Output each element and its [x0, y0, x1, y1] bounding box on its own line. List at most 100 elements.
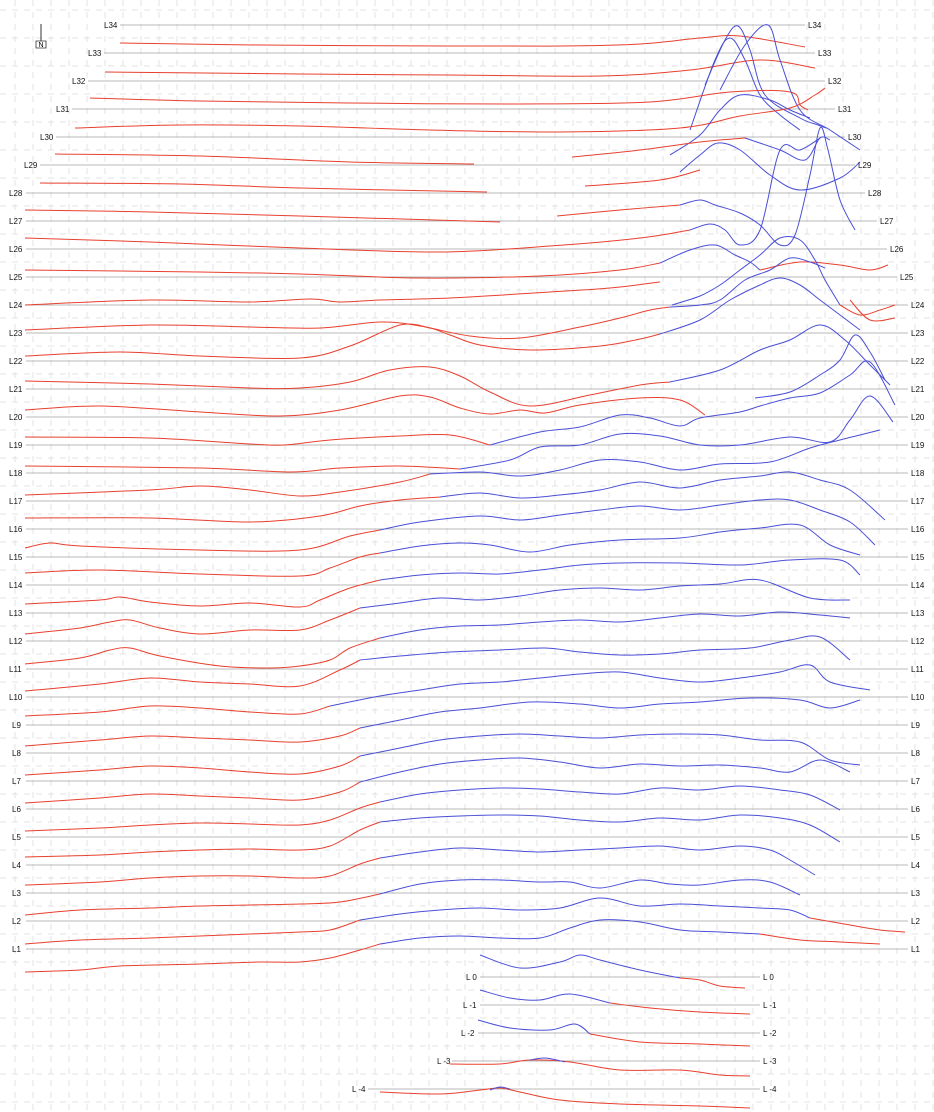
line-label-right: L34: [808, 21, 822, 30]
line-label-left: L21: [9, 385, 23, 394]
profile-L9-red: [24, 727, 361, 747]
profile-L1-red: [759, 933, 881, 945]
profile-L23-blue: [659, 277, 861, 335]
line-label-right: L23: [911, 329, 925, 338]
profile-L33-blue: [689, 37, 801, 131]
profile-L29-red: [39, 182, 488, 193]
profile-L7-blue: [359, 757, 851, 783]
line-label-right: L5: [911, 833, 920, 842]
baselines: [26, 24, 908, 1090]
line-label-left: L29: [24, 161, 38, 170]
line-label-left: L25: [9, 273, 23, 282]
line-label-left: L16: [9, 525, 23, 534]
line-label-right: L12: [911, 637, 925, 646]
profile-L4-red: [24, 857, 381, 886]
line-label-left: L6: [12, 805, 21, 814]
line-label-right: L26: [890, 245, 904, 254]
line-label-right: L27: [880, 217, 894, 226]
line-label-left: L13: [9, 609, 23, 618]
line-label-right: L -1: [763, 1001, 777, 1010]
profile-L22-red: [24, 366, 671, 407]
profile-L1-red: [24, 943, 381, 973]
profile-L25-red: [839, 304, 896, 316]
profile-L19-red: [24, 465, 461, 473]
line-label-left: L15: [9, 553, 23, 562]
line-label-right: L17: [911, 497, 925, 506]
line-label-left: L -2: [461, 1029, 475, 1038]
profile-L-3-blue: [529, 1057, 566, 1063]
line-label-left: L18: [9, 469, 23, 478]
profile-L15-red: [24, 552, 381, 577]
line-label-right: L16: [911, 525, 925, 534]
line-label-right: L8: [911, 749, 920, 758]
line-label-right: L1: [911, 945, 920, 954]
line-label-left: L14: [9, 581, 23, 590]
line-label-left: L12: [9, 637, 23, 646]
line-label-left: L -4: [352, 1085, 366, 1094]
profile-L16-blue: [379, 498, 876, 546]
profile-L8-red: [24, 755, 361, 776]
profile-L34-red: [119, 34, 806, 48]
profile-L14-blue: [379, 558, 861, 581]
line-label-left: L9: [12, 721, 21, 730]
profile-L6-red: [24, 801, 381, 832]
profile-L23-red: [24, 323, 661, 360]
line-label-right: L28: [868, 189, 882, 198]
line-label-right: L -2: [763, 1029, 777, 1038]
line-label-left: L17: [9, 497, 23, 506]
profile-L10-red: [24, 705, 331, 717]
profile-L29-red: [584, 169, 701, 187]
profile-L24-blue: [669, 257, 826, 308]
profile-L7-red: [24, 781, 361, 804]
profile-curves: [24, 24, 906, 1109]
line-label-right: L14: [911, 581, 925, 590]
line-label-left: L10: [9, 693, 23, 702]
line-label-left: L5: [12, 833, 21, 842]
profile-L26-red: [24, 262, 661, 279]
profile-L15-blue: [379, 523, 861, 556]
line-label-right: L2: [911, 917, 920, 926]
profile-L-3-red: [449, 1059, 751, 1077]
profile-L31-red: [74, 87, 826, 133]
profile-L3-blue: [379, 879, 801, 896]
north-arrow-icon: N: [35, 24, 47, 49]
line-label-right: L7: [911, 777, 920, 786]
profile-L-2-red: [589, 1033, 751, 1047]
profile-L24-red: [849, 299, 896, 322]
profile-L28-blue: [679, 126, 856, 247]
line-label-right: L15: [911, 553, 925, 562]
profile-L-1-red: [609, 1002, 751, 1015]
profile-L18-blue: [429, 429, 881, 477]
line-label-left: L11: [9, 665, 22, 674]
profile-L5-blue: [379, 814, 841, 843]
profile-L8-blue: [359, 733, 861, 766]
profile-L-4-blue: [489, 1086, 511, 1091]
line-label-right: L21: [911, 385, 925, 394]
profile-L-4-red: [379, 1087, 751, 1109]
line-label-left: L8: [12, 749, 21, 758]
profile-L5-red: [24, 821, 381, 858]
profile-L20-red: [24, 433, 491, 446]
profile-L26-red: [759, 261, 889, 271]
profile-L13-blue: [359, 578, 851, 609]
line-label-left: L31: [56, 105, 70, 114]
profile-L21-blue: [754, 334, 886, 399]
profile-L28-red: [556, 204, 681, 217]
profile-L29-blue: [679, 142, 861, 191]
profile-L11-blue: [359, 635, 851, 661]
line-label-left: L7: [12, 777, 21, 786]
line-label-right: L13: [911, 609, 925, 618]
line-label-left: L32: [72, 77, 86, 86]
profile-L4-blue: [379, 845, 816, 876]
profile-L3-red: [24, 893, 381, 916]
line-label-left: L34: [104, 21, 118, 30]
line-label-left: L2: [12, 917, 21, 926]
line-label-right: L24: [911, 301, 925, 310]
line-label-right: L18: [911, 469, 925, 478]
line-label-left: L 0: [466, 973, 477, 982]
profile-L20-blue: [489, 360, 896, 446]
line-label-right: L30: [848, 133, 862, 142]
profile-L33-red: [104, 59, 816, 77]
